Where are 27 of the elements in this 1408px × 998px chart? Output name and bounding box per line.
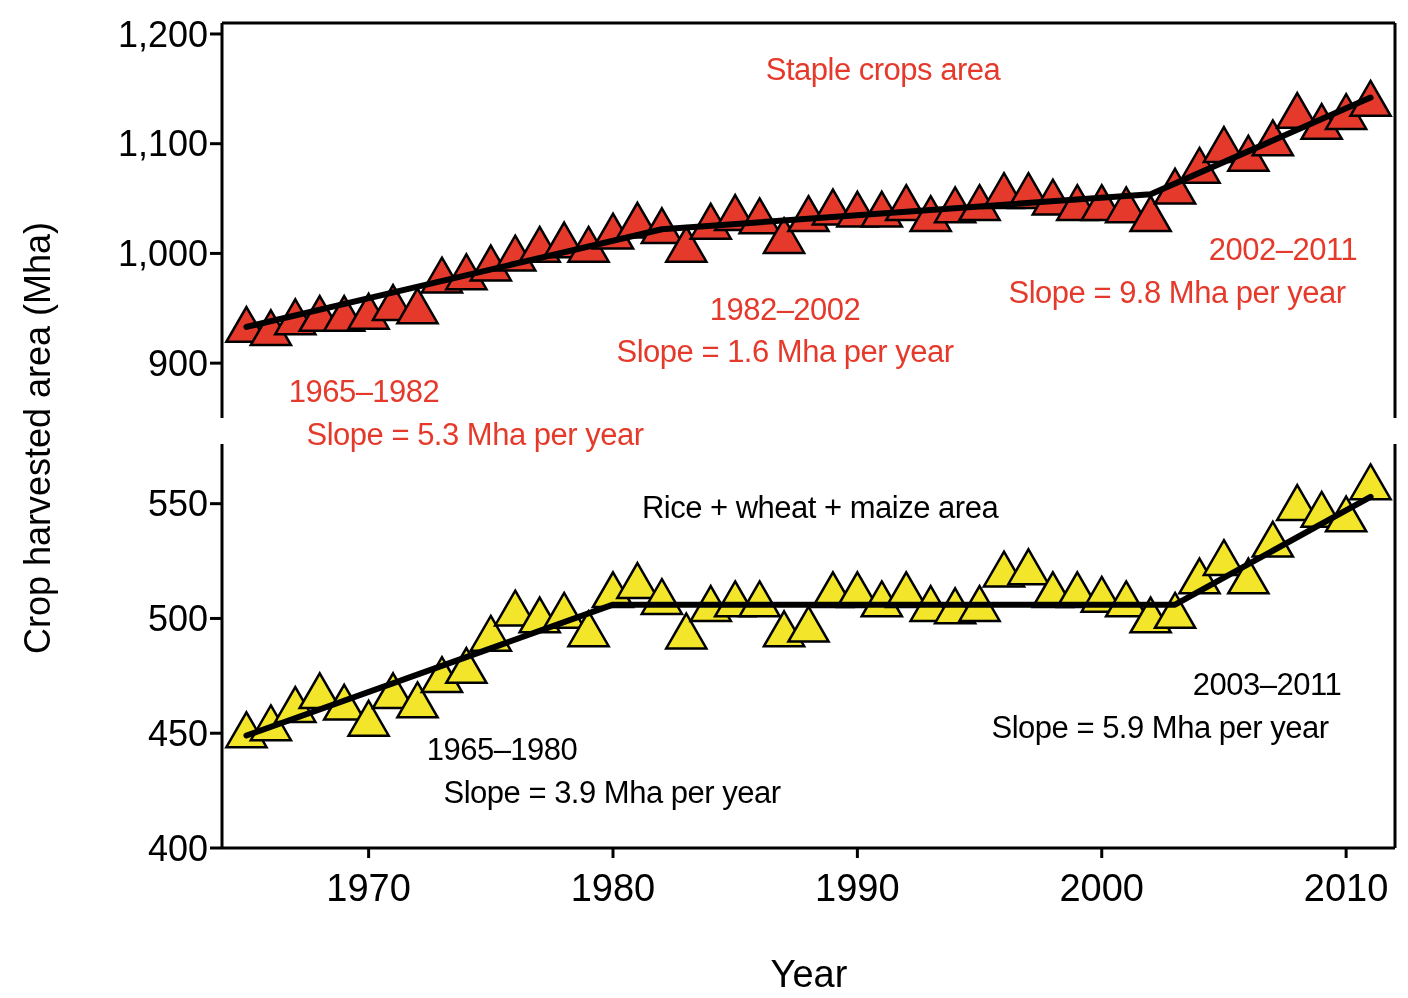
y-axis-title: Crop harvested area (Mha)	[17, 221, 59, 655]
annotation: Slope = 3.9 Mha per year	[443, 775, 781, 811]
x-tick-label: 1980	[570, 866, 656, 909]
x-tick-label: 1970	[326, 866, 411, 909]
annotation: Slope = 5.3 Mha per year	[306, 417, 644, 453]
y-tick-label: 1,000	[117, 233, 208, 275]
x-tick-label: 1990	[815, 866, 900, 909]
y-tick-label: 450	[147, 713, 208, 755]
y-tick-label: 1,200	[117, 13, 208, 55]
annotation: 1982–2002	[709, 292, 861, 328]
y-tick-label: 550	[147, 483, 208, 525]
y-tick-label: 500	[147, 598, 208, 640]
x-tick-label: 2010	[1303, 866, 1389, 909]
y-tick-label: 400	[147, 827, 208, 869]
y-tick-label: 900	[147, 342, 208, 384]
annotation: Slope = 1.6 Mha per year	[616, 334, 954, 370]
y-tick-label: 1,100	[117, 123, 208, 165]
annotation: Slope = 5.9 Mha per year	[991, 710, 1329, 746]
annotation: 1965–1982	[288, 374, 440, 410]
x-tick-label: 2000	[1059, 866, 1145, 909]
annotation: Slope = 9.8 Mha per year	[1008, 275, 1346, 311]
x-axis-title: Year	[770, 953, 848, 996]
annotation: 2003–2011	[1192, 667, 1342, 703]
annotation: 1965–1980	[426, 732, 578, 768]
annotation: Rice + wheat + maize area	[641, 490, 999, 526]
annotation: 2002–2011	[1208, 232, 1358, 268]
annotation: Staple crops area	[765, 52, 1001, 88]
